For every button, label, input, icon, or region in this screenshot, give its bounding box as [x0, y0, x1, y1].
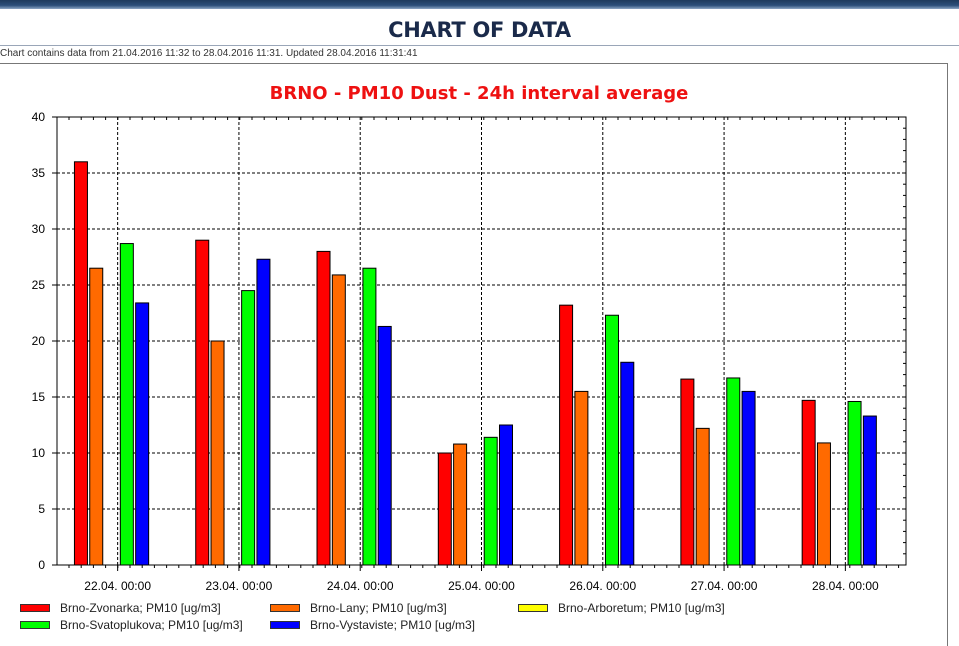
bar [559, 304, 574, 566]
bar [862, 415, 877, 566]
chart-title: BRNO - PM10 Dust - 24h interval average [270, 83, 689, 104]
bar [604, 314, 619, 566]
legend-label: Brno-Svatoplukova; PM10 [ug/m3] [60, 618, 243, 632]
bar [377, 325, 392, 566]
bar [316, 250, 331, 566]
plot-border [56, 116, 907, 566]
bar [499, 424, 513, 566]
legend-swatch [270, 621, 300, 629]
bar [574, 390, 589, 566]
bar [801, 399, 816, 566]
x-tick-label: 25.04. 00:00 [448, 579, 515, 593]
bars [73, 161, 877, 566]
legend-swatch [518, 604, 548, 612]
x-tick-label: 24.04. 00:00 [327, 579, 394, 593]
legend: Brno-Zvonarka; PM10 [ug/m3] Brno-Lany; PM… [20, 601, 940, 641]
legend-item: Brno-Svatoplukova; PM10 [ug/m3] [20, 618, 243, 632]
page-title: CHART OF DATA [388, 18, 571, 42]
bar [726, 377, 741, 566]
bar [680, 378, 695, 566]
bar [256, 258, 271, 566]
legend-swatch [20, 604, 50, 612]
bar [453, 443, 468, 566]
legend-item: Brno-Lany; PM10 [ug/m3] [270, 601, 447, 615]
y-tick-label: 20 [32, 334, 46, 348]
chart-frame [0, 63, 948, 646]
bar [210, 340, 225, 566]
bar [135, 302, 150, 566]
bar [241, 290, 256, 566]
legend-swatch [20, 621, 50, 629]
grid [57, 117, 906, 565]
x-tick-label: 27.04. 00:00 [691, 579, 758, 593]
bar [73, 161, 88, 566]
bar [483, 436, 498, 566]
y-tick-label: 25 [32, 278, 46, 292]
legend-label: Brno-Lany; PM10 [ug/m3] [310, 601, 447, 615]
bar [847, 400, 862, 566]
window-top-bar [0, 0, 959, 9]
legend-item: Brno-Arboretum; PM10 [ug/m3] [518, 601, 725, 615]
legend-swatch [270, 604, 300, 612]
x-tick-label: 22.04. 00:00 [84, 579, 151, 593]
axes: 0 5 10 15 20 25 30 35 40 22.04. 00:00 23.04. 00:00… [32, 110, 907, 593]
bar [437, 452, 452, 566]
bar [695, 427, 710, 566]
bar [195, 239, 210, 566]
bar [620, 361, 635, 566]
y-tick-label: 5 [38, 502, 45, 516]
bar [119, 243, 134, 566]
legend-label: Brno-Zvonarka; PM10 [ug/m3] [60, 601, 221, 615]
bar [331, 274, 346, 566]
legend-item: Brno-Zvonarka; PM10 [ug/m3] [20, 601, 221, 615]
legend-label: Brno-Vystaviste; PM10 [ug/m3] [310, 618, 475, 632]
y-tick-label: 10 [32, 446, 46, 460]
x-tick-label: 23.04. 00:00 [206, 579, 273, 593]
bar [362, 267, 377, 566]
bar [741, 390, 756, 566]
y-tick-label: 30 [32, 222, 46, 236]
data-range-info: Chart contains data from 21.04.2016 11:3… [0, 48, 418, 59]
bar [816, 442, 831, 566]
x-tick-label: 26.04. 00:00 [569, 579, 636, 593]
y-tick-label: 15 [32, 390, 46, 404]
legend-item: Brno-Vystaviste; PM10 [ug/m3] [270, 618, 475, 632]
y-tick-label: 35 [32, 166, 46, 180]
y-tick-label: 40 [32, 110, 46, 124]
legend-label: Brno-Arboretum; PM10 [ug/m3] [558, 601, 725, 615]
title-divider [0, 45, 959, 46]
bar [89, 267, 104, 566]
x-tick-label: 28.04. 00:00 [812, 579, 879, 593]
y-tick-label: 0 [38, 558, 45, 572]
